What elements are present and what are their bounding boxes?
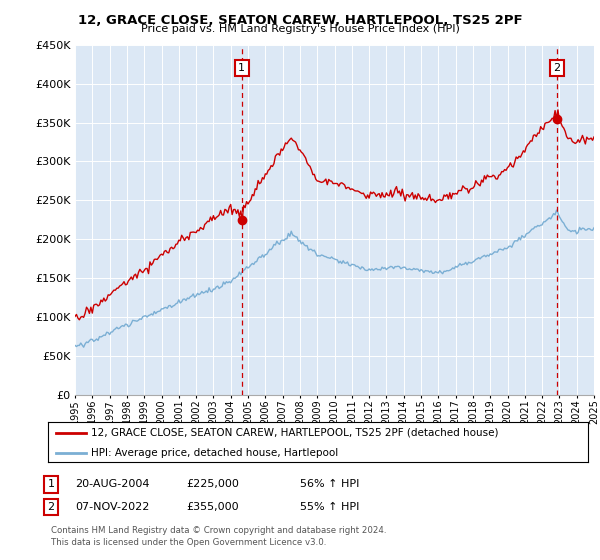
Text: 1: 1	[47, 479, 55, 489]
Text: £225,000: £225,000	[186, 479, 239, 489]
Text: 2: 2	[47, 502, 55, 512]
Text: 12, GRACE CLOSE, SEATON CAREW, HARTLEPOOL, TS25 2PF (detached house): 12, GRACE CLOSE, SEATON CAREW, HARTLEPOO…	[91, 428, 499, 438]
Text: 1: 1	[238, 63, 245, 73]
Text: This data is licensed under the Open Government Licence v3.0.: This data is licensed under the Open Gov…	[51, 538, 326, 547]
Text: £355,000: £355,000	[186, 502, 239, 512]
Text: 2: 2	[553, 63, 560, 73]
Text: 12, GRACE CLOSE, SEATON CAREW, HARTLEPOOL, TS25 2PF: 12, GRACE CLOSE, SEATON CAREW, HARTLEPOO…	[77, 14, 523, 27]
Text: Price paid vs. HM Land Registry's House Price Index (HPI): Price paid vs. HM Land Registry's House …	[140, 24, 460, 34]
Text: HPI: Average price, detached house, Hartlepool: HPI: Average price, detached house, Hart…	[91, 448, 338, 458]
Text: Contains HM Land Registry data © Crown copyright and database right 2024.: Contains HM Land Registry data © Crown c…	[51, 526, 386, 535]
Text: 07-NOV-2022: 07-NOV-2022	[75, 502, 149, 512]
Text: 20-AUG-2004: 20-AUG-2004	[75, 479, 149, 489]
Text: 56% ↑ HPI: 56% ↑ HPI	[300, 479, 359, 489]
Text: 55% ↑ HPI: 55% ↑ HPI	[300, 502, 359, 512]
